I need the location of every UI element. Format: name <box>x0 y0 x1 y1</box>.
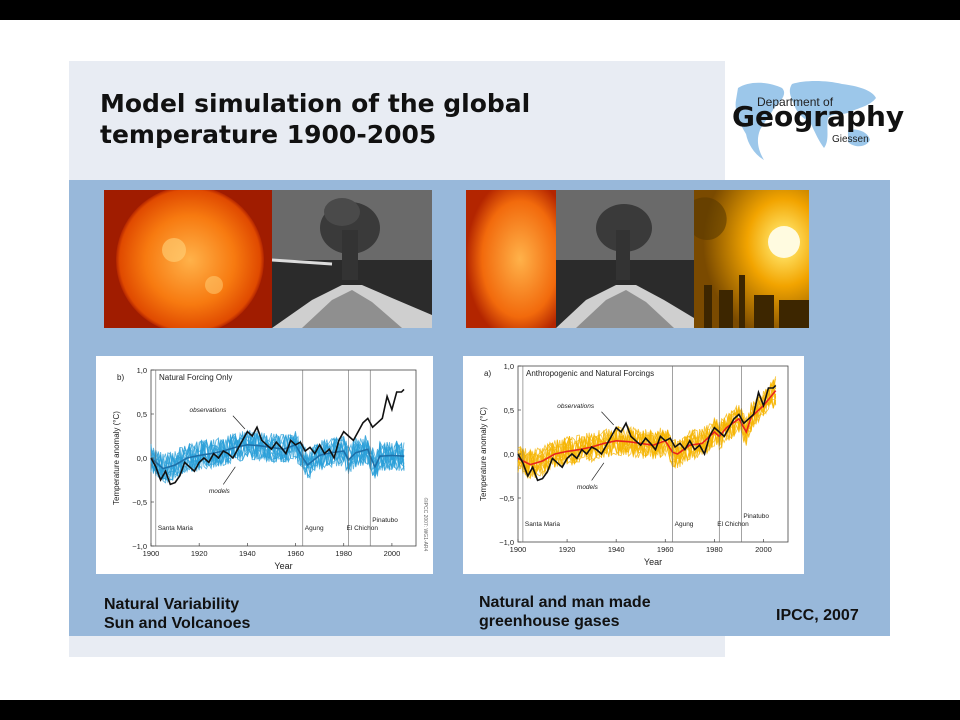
observations-line <box>517 384 777 482</box>
chart-title: Natural Forcing Only <box>159 373 232 382</box>
sunset-pollution-photo <box>694 190 809 328</box>
models-pointer <box>591 462 605 481</box>
models-pointer <box>222 466 236 485</box>
volcano-photo <box>272 190 432 328</box>
x-axis-label: Year <box>274 561 292 571</box>
chart-title: Anthropogenic and Natural Forcings <box>526 369 654 378</box>
model-run-line <box>150 435 405 481</box>
x-tick-label: 1900 <box>143 549 160 558</box>
x-tick-label: 1980 <box>335 549 352 558</box>
world-map-icon <box>735 81 876 160</box>
observations-line <box>150 388 405 486</box>
caption-right-line-1: Natural and man made <box>479 594 651 611</box>
x-axis-label: Year <box>644 557 662 567</box>
caption-right: Natural and man made greenhouse gases <box>479 593 651 631</box>
observations-annotation: observations <box>190 407 228 414</box>
observations-pointer <box>232 415 246 430</box>
models-annotation: models <box>577 484 599 491</box>
y-tick-label: −0,5 <box>132 498 147 507</box>
logo-line-3: Giessen <box>832 134 869 145</box>
volcano-photo-graphic <box>556 190 694 328</box>
y-tick-label: −1,0 <box>499 538 514 547</box>
top-letterbox <box>0 0 960 20</box>
y-tick-label: 0,0 <box>137 454 147 463</box>
x-tick-label: 2000 <box>384 549 401 558</box>
y-axis-label: Temperature anomaly (°C) <box>479 407 488 501</box>
sun-photo-graphic <box>466 190 556 328</box>
panel-label: a) <box>484 369 491 378</box>
caption-right-line-2: greenhouse gases <box>479 613 620 630</box>
x-tick-label: 1980 <box>706 545 723 554</box>
model-run-line <box>517 383 777 477</box>
y-tick-label: 0,5 <box>504 406 514 415</box>
model-run-line <box>517 398 776 470</box>
event-label: Santa Maria <box>525 521 560 528</box>
models-mean-line <box>517 390 777 466</box>
event-label: Santa Maria <box>158 525 193 532</box>
chart-natural-forcing-svg: 1900 1920 1940 1960 1980 2000 −1,0 −0,5 0,0 0,5 1,… <box>112 366 429 571</box>
caption-left-line-2: Sun and Volcanoes <box>104 615 251 632</box>
event-label: Pinatubo <box>372 517 398 524</box>
x-tick-label: 1900 <box>510 545 527 554</box>
volcano-photo <box>556 190 694 328</box>
x-tick-label: 1960 <box>287 549 304 558</box>
y-tick-label: −0,5 <box>499 494 514 503</box>
logo-line-1: Department of <box>757 95 834 109</box>
sun-photo-graphic <box>104 190 272 328</box>
event-label: Pinatubo <box>743 513 769 520</box>
x-tick-label: 1960 <box>657 545 674 554</box>
y-tick-label: 1,0 <box>137 366 147 375</box>
chart-anthropogenic-forcing: 1900 1920 1940 1960 1980 2000 −1,0 −0,5 0,0 0,5 1,… <box>463 356 804 574</box>
credit-label: ©IPCC 2007: WG1-AR4 <box>422 498 429 552</box>
sun-photo <box>104 190 272 328</box>
volcano-photo-graphic <box>272 190 432 328</box>
sunset-pollution-graphic <box>694 190 809 328</box>
models-annotation: models <box>209 488 231 495</box>
x-tick-label: 1920 <box>559 545 576 554</box>
x-tick-label: 2000 <box>755 545 772 554</box>
y-tick-label: 0,5 <box>137 410 147 419</box>
x-tick-label: 1920 <box>191 549 208 558</box>
event-label: El Chichon <box>717 521 749 528</box>
y-tick-label: −1,0 <box>132 542 147 551</box>
bottom-letterbox <box>0 700 960 720</box>
logo-line-2: Geography <box>732 100 905 133</box>
slide-title: Model simulation of the global temperatu… <box>100 89 531 149</box>
event-label: Agung <box>675 521 694 528</box>
y-tick-label: 1,0 <box>504 362 514 371</box>
event-label: El Chichon <box>347 525 379 532</box>
chart-anthropogenic-forcing-svg: 1900 1920 1940 1960 1980 2000 −1,0 −0,5 0,0 0,5 1,… <box>479 362 789 567</box>
caption-left-line-1: Natural Variability <box>104 596 240 613</box>
x-tick-label: 1940 <box>608 545 625 554</box>
event-label: Agung <box>305 525 324 532</box>
model-run-line <box>150 432 405 481</box>
models-mean-line <box>150 443 405 470</box>
chart-natural-forcing: 1900 1920 1940 1960 1980 2000 −1,0 −0,5 0,0 0,5 1,… <box>96 356 433 574</box>
x-tick-label: 1940 <box>239 549 256 558</box>
y-tick-label: 0,0 <box>504 450 514 459</box>
observations-pointer <box>601 411 614 426</box>
source-citation: IPCC, 2007 <box>776 607 859 624</box>
observations-annotation: observations <box>557 403 595 410</box>
department-logo: Department of Geography Giessen <box>730 78 904 164</box>
panel-label: b) <box>117 373 124 382</box>
caption-left: Natural Variability Sun and Volcanoes <box>104 595 250 633</box>
sun-photo <box>466 190 556 328</box>
y-axis-label: Temperature anomaly (°C) <box>112 411 121 505</box>
